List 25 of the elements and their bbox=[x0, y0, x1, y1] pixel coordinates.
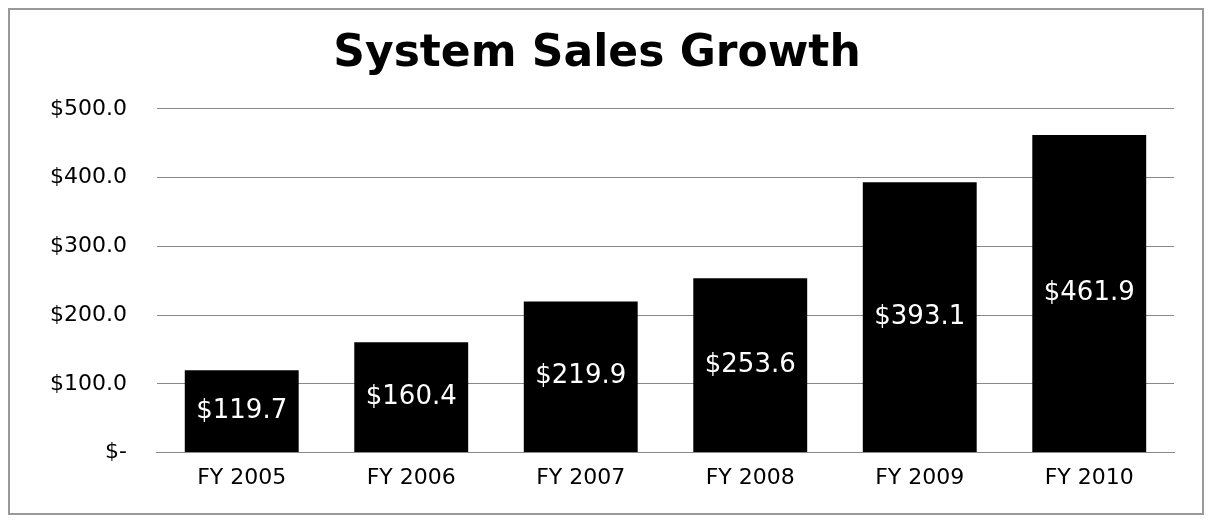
bar bbox=[693, 278, 808, 453]
data-label: $393.1 bbox=[874, 299, 966, 330]
x-tick-label: FY 2006 bbox=[366, 463, 456, 489]
bar bbox=[523, 301, 638, 453]
y-tick-label: $100.0 bbox=[49, 369, 127, 395]
y-tick-label: $200.0 bbox=[49, 300, 127, 326]
bar bbox=[354, 342, 469, 453]
chart-title: System Sales Growth bbox=[333, 24, 861, 76]
data-label: $160.4 bbox=[365, 379, 457, 410]
x-tick-label: FY 2009 bbox=[875, 463, 965, 489]
data-label: $219.9 bbox=[535, 359, 627, 390]
data-label: $253.6 bbox=[704, 347, 796, 378]
x-tick-label: FY 2007 bbox=[536, 463, 626, 489]
y-tick-label: $300.0 bbox=[49, 232, 127, 258]
bar bbox=[862, 182, 977, 453]
y-tick-label: $500.0 bbox=[49, 94, 127, 120]
y-tick-label: $- bbox=[105, 438, 127, 464]
y-tick-label: $400.0 bbox=[49, 163, 127, 189]
x-tick-label: FY 2008 bbox=[705, 463, 795, 489]
bar bbox=[184, 370, 299, 453]
x-tick-label: FY 2010 bbox=[1044, 463, 1134, 489]
x-tick-label: FY 2005 bbox=[197, 463, 287, 489]
bar bbox=[1032, 135, 1147, 453]
data-label: $461.9 bbox=[1043, 276, 1135, 307]
data-label: $119.7 bbox=[196, 393, 288, 424]
